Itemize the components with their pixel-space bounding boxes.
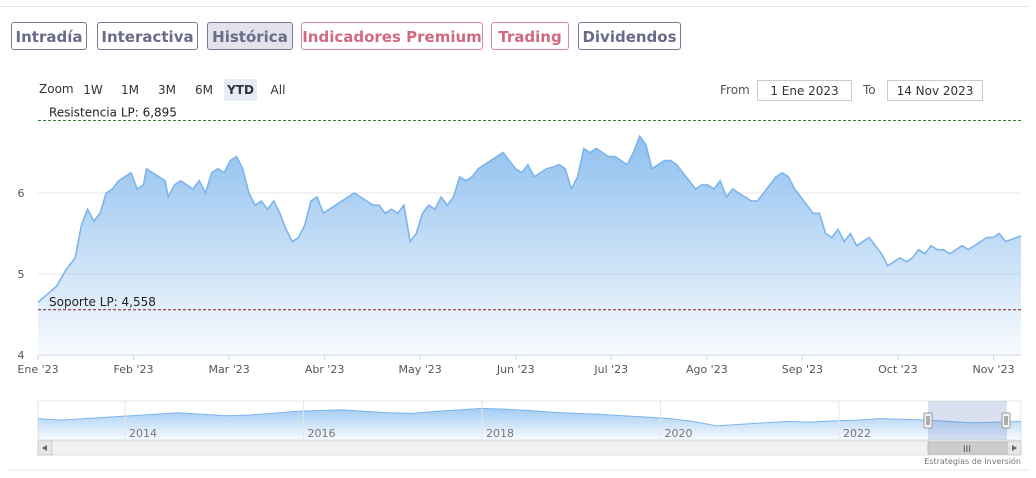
- x-tick-label: Sep '23: [782, 363, 823, 376]
- support-label: Soporte LP: 4,558: [49, 295, 156, 309]
- x-tick-label: Oct '23: [878, 363, 918, 376]
- credits-text: Estrategias de Inversión: [924, 457, 1021, 466]
- scrollbar-thumb[interactable]: [927, 441, 1008, 455]
- zoom-ytd-button[interactable]: YTD: [224, 79, 257, 101]
- tab-interactiva[interactable]: Interactiva: [97, 22, 198, 50]
- from-label: From: [720, 83, 750, 97]
- resistance-label: Resistencia LP: 6,895: [49, 106, 177, 120]
- navigator-year-label: 2016: [308, 427, 336, 440]
- x-tick-label: Nov '23: [972, 363, 1014, 376]
- price-line: [37, 134, 1022, 303]
- tab-indicadores-premium[interactable]: Indicadores Premium: [301, 22, 483, 50]
- x-tick-label: May '23: [399, 363, 442, 376]
- x-tick-label: Feb '23: [114, 363, 154, 376]
- scrollbar-grip: III: [963, 445, 971, 455]
- navigator-left-handle[interactable]: [923, 412, 933, 429]
- zoom-1w-button[interactable]: 1W: [83, 83, 103, 97]
- navigator-year-label: 2014: [129, 427, 157, 440]
- tab-trading[interactable]: Trading: [491, 22, 569, 50]
- to-date-input[interactable]: 14 Nov 2023: [887, 80, 983, 101]
- y-tick-label: 5: [18, 268, 25, 281]
- zoom-6m-button[interactable]: 6M: [195, 83, 213, 97]
- navigator-selection[interactable]: [928, 401, 1007, 440]
- top-divider: [0, 6, 1030, 7]
- zoom-1m-button[interactable]: 1M: [121, 83, 139, 97]
- navigator-year-label: 2020: [665, 427, 693, 440]
- tab-historica[interactable]: Histórica: [207, 22, 293, 50]
- x-tick-label: Jun '23: [496, 363, 535, 376]
- from-date-input[interactable]: 1 Ene 2023: [757, 80, 852, 101]
- y-tick-label: 4: [18, 349, 25, 362]
- y-tick-label: 6: [18, 187, 25, 200]
- tab-dividendos[interactable]: Dividendos: [578, 22, 681, 50]
- navigator-line: [37, 407, 1022, 427]
- navigator-area: [38, 408, 1021, 440]
- navigator-year-label: 2022: [843, 427, 871, 440]
- x-tick-label: Abr '23: [305, 363, 345, 376]
- navigator-year-label: 2018: [486, 427, 514, 440]
- to-label: To: [863, 83, 876, 97]
- zoom-label: Zoom: [39, 82, 74, 96]
- x-tick-label: Ene '23: [17, 363, 58, 376]
- x-tick-label: Mar '23: [208, 363, 249, 376]
- zoom-all-button[interactable]: All: [270, 83, 286, 97]
- tab-intradia[interactable]: Intradía: [11, 22, 87, 50]
- scrollbar-track[interactable]: [37, 440, 1022, 456]
- price-area: [38, 136, 1021, 355]
- chevron-left-icon: [42, 445, 47, 451]
- x-tick-label: Ago '23: [686, 363, 728, 376]
- chevron-right-icon: [1012, 445, 1017, 451]
- x-tick-label: Jul '23: [593, 363, 628, 376]
- navigator-right-handle[interactable]: [1001, 412, 1011, 429]
- zoom-3m-button[interactable]: 3M: [158, 83, 176, 97]
